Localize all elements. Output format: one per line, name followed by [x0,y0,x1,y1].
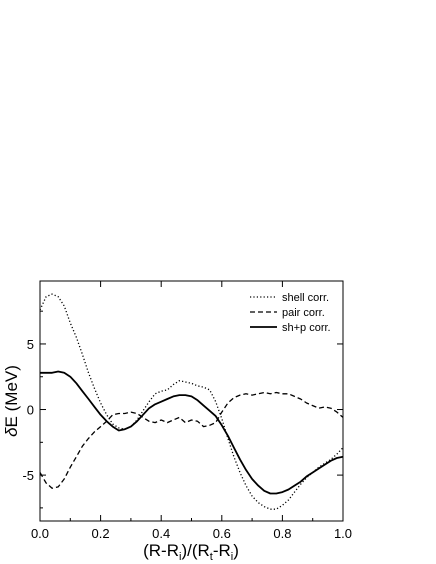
x-tick-label: 0.4 [152,526,170,541]
y-tick-label: 0 [27,403,34,418]
legend: shell corr. pair corr. sh+p corr. [250,292,331,334]
x-tick-label: 1.0 [334,526,352,541]
x-axis-title: (R-Ri)/(Rt-Ri) [143,541,239,563]
legend-label-sh-p-corr: sh+p corr. [282,322,331,334]
legend-label-pair-corr: pair corr. [282,307,325,319]
x-tick-label: 0.6 [213,526,231,541]
y-tick-label: -5 [22,468,34,483]
y-tick-label: 5 [27,337,34,352]
legend-label-shell-corr: shell corr. [282,292,329,304]
axis-ticks: 0.0 0.2 0.4 0.6 0.8 1.0 -5 0 5 [22,281,352,541]
y-axis-title: δE (MeV) [2,365,21,437]
series-line-dotted [39,293,344,510]
x-tick-label: 0.0 [31,526,49,541]
x-tick-label: 0.2 [92,526,110,541]
series-line-dashed [39,391,344,489]
x-tick-label: 0.8 [273,526,291,541]
series-group [39,293,344,510]
series-line-solid [40,370,344,495]
